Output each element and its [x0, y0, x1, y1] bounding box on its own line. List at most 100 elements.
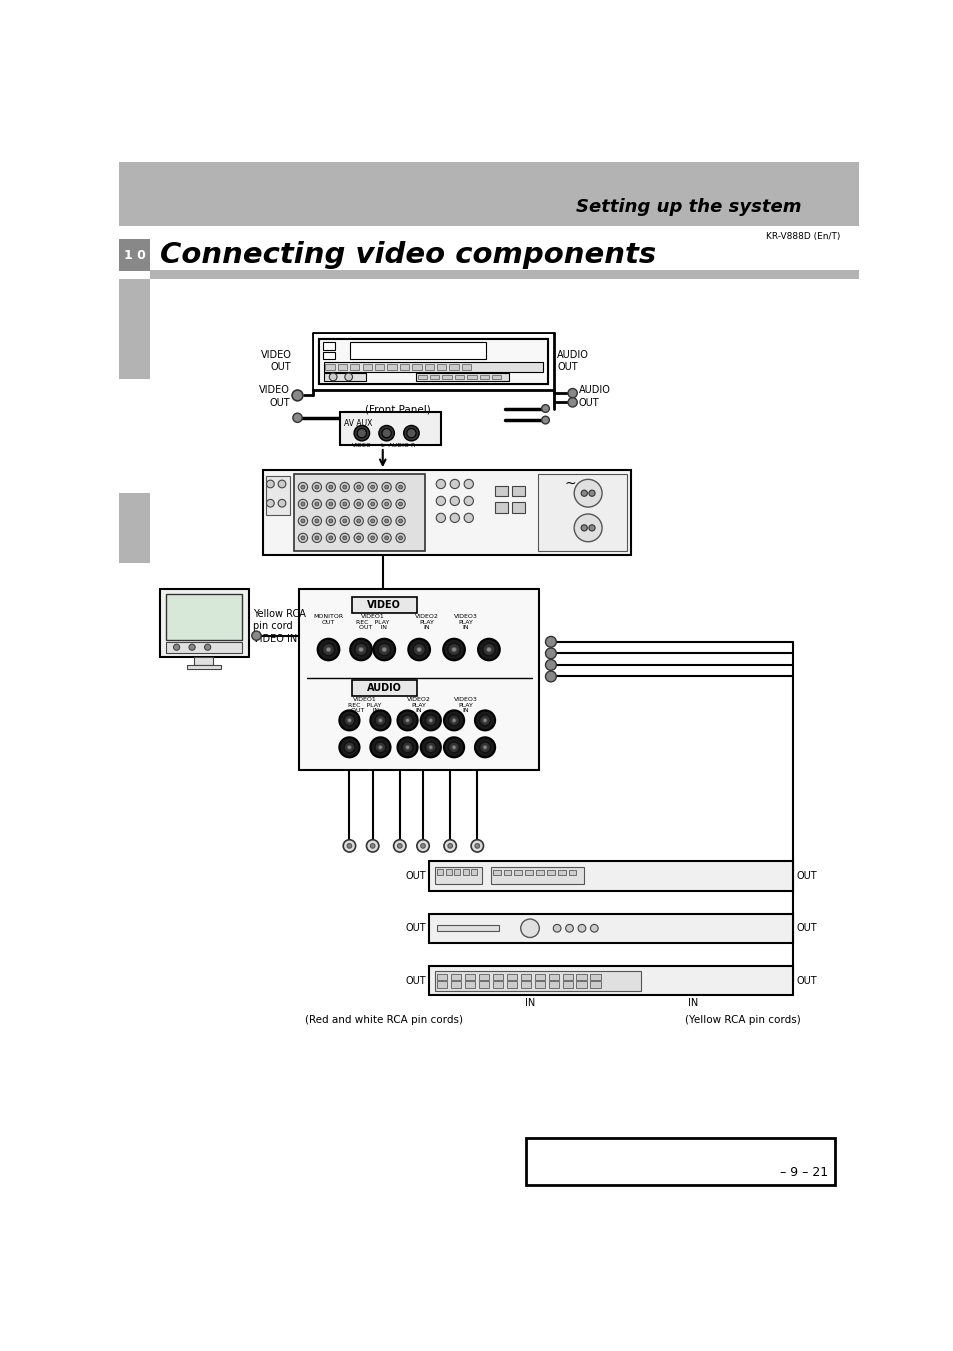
- Circle shape: [358, 647, 363, 651]
- Circle shape: [397, 738, 417, 758]
- Circle shape: [312, 482, 321, 492]
- Circle shape: [452, 719, 456, 723]
- Circle shape: [347, 746, 351, 750]
- Circle shape: [475, 711, 495, 731]
- FancyBboxPatch shape: [352, 681, 416, 696]
- Bar: [495, 503, 507, 513]
- Bar: [429, 862, 793, 890]
- Circle shape: [398, 503, 402, 505]
- Circle shape: [312, 516, 321, 526]
- Bar: [512, 503, 524, 513]
- FancyBboxPatch shape: [352, 597, 416, 612]
- Bar: [534, 974, 544, 979]
- Bar: [562, 974, 572, 979]
- Circle shape: [436, 480, 445, 489]
- Circle shape: [278, 500, 286, 507]
- Text: VIDEO1
REC   PLAY
OUT    IN: VIDEO1 REC PLAY OUT IN: [348, 697, 381, 713]
- Bar: [337, 363, 347, 370]
- Circle shape: [545, 659, 556, 670]
- Circle shape: [356, 503, 360, 505]
- Bar: [576, 981, 586, 988]
- Bar: [536, 870, 543, 875]
- Circle shape: [545, 671, 556, 682]
- Bar: [462, 869, 468, 875]
- Circle shape: [350, 639, 372, 661]
- Circle shape: [479, 742, 490, 753]
- Circle shape: [443, 639, 464, 661]
- Bar: [119, 493, 150, 562]
- Circle shape: [371, 485, 375, 489]
- Circle shape: [381, 428, 391, 438]
- Circle shape: [397, 711, 417, 731]
- Bar: [520, 974, 530, 979]
- Text: VIDEO
OUT: VIDEO OUT: [258, 385, 290, 408]
- Circle shape: [368, 534, 377, 543]
- Circle shape: [447, 643, 459, 655]
- Text: (Front Panel): (Front Panel): [365, 405, 431, 415]
- Bar: [429, 966, 793, 996]
- Circle shape: [354, 534, 363, 543]
- Circle shape: [397, 843, 402, 848]
- Circle shape: [373, 639, 395, 661]
- Circle shape: [371, 503, 375, 505]
- Circle shape: [420, 711, 440, 731]
- Bar: [525, 870, 533, 875]
- Circle shape: [356, 485, 360, 489]
- Circle shape: [340, 516, 349, 526]
- Text: AV AUX: AV AUX: [344, 419, 372, 427]
- Circle shape: [329, 485, 333, 489]
- Text: VIDEO
OUT: VIDEO OUT: [260, 350, 291, 372]
- Circle shape: [368, 482, 377, 492]
- Bar: [493, 981, 502, 988]
- Circle shape: [381, 516, 391, 526]
- Bar: [350, 363, 359, 370]
- Bar: [298, 589, 538, 770]
- Circle shape: [520, 919, 538, 938]
- Text: VIDEO: VIDEO: [367, 600, 401, 609]
- Circle shape: [301, 519, 305, 523]
- Bar: [436, 925, 498, 931]
- Text: (Red and white RCA pin cords): (Red and white RCA pin cords): [305, 1015, 463, 1024]
- Circle shape: [452, 647, 456, 651]
- Circle shape: [384, 485, 388, 489]
- Circle shape: [398, 536, 402, 540]
- Circle shape: [413, 643, 425, 655]
- Bar: [375, 363, 384, 370]
- Text: OUT: OUT: [405, 871, 426, 881]
- Circle shape: [429, 746, 433, 750]
- Circle shape: [354, 426, 369, 440]
- Bar: [558, 870, 565, 875]
- Circle shape: [475, 738, 495, 758]
- Circle shape: [342, 485, 346, 489]
- Circle shape: [425, 742, 436, 753]
- Circle shape: [301, 485, 305, 489]
- Bar: [387, 363, 396, 370]
- Circle shape: [384, 519, 388, 523]
- Text: OUT: OUT: [796, 871, 817, 881]
- Text: OUT: OUT: [405, 975, 426, 986]
- Text: OUT: OUT: [796, 923, 817, 934]
- Circle shape: [448, 715, 459, 725]
- Circle shape: [189, 644, 195, 650]
- Bar: [454, 869, 459, 875]
- Circle shape: [541, 405, 549, 412]
- Circle shape: [329, 503, 333, 505]
- Circle shape: [395, 500, 405, 508]
- Bar: [194, 657, 213, 665]
- Circle shape: [354, 482, 363, 492]
- Circle shape: [344, 373, 353, 381]
- Circle shape: [314, 536, 318, 540]
- Bar: [119, 226, 858, 235]
- Circle shape: [406, 428, 416, 438]
- Bar: [323, 362, 542, 372]
- Text: VIDEO3
PLAY
IN: VIDEO3 PLAY IN: [454, 615, 477, 630]
- Text: VIDEO3
PLAY
IN: VIDEO3 PLAY IN: [454, 697, 477, 713]
- Circle shape: [347, 719, 351, 723]
- Bar: [150, 270, 858, 280]
- Bar: [262, 470, 630, 555]
- Circle shape: [381, 534, 391, 543]
- Circle shape: [464, 480, 473, 489]
- Bar: [503, 870, 511, 875]
- Bar: [464, 974, 475, 979]
- Bar: [467, 374, 476, 380]
